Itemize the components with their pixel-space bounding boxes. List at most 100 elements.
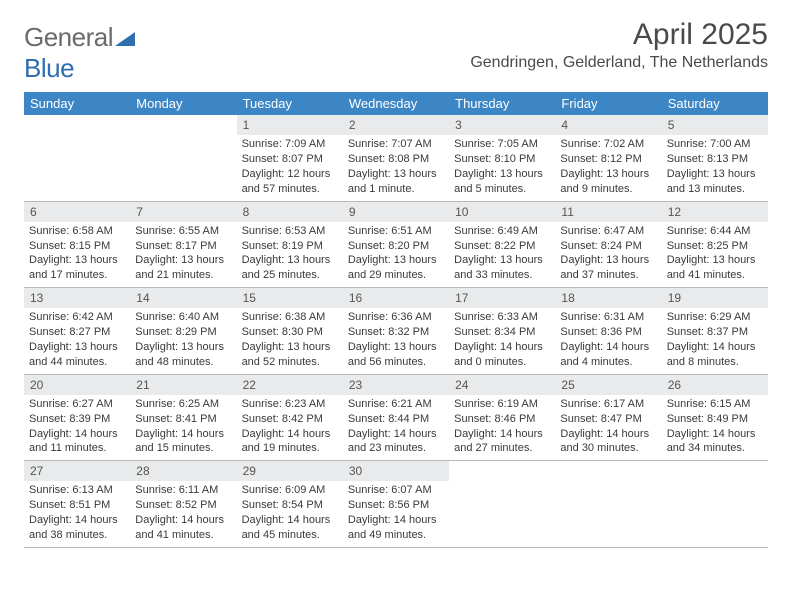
daylight-text: Daylight: 14 hours xyxy=(348,513,444,528)
logo: General Blue xyxy=(24,18,135,84)
daylight-text-2: and 0 minutes. xyxy=(454,355,550,370)
daylight-text: Daylight: 13 hours xyxy=(29,340,125,355)
daylight-text-2: and 49 minutes. xyxy=(348,528,444,543)
cell-body: Sunrise: 6:27 AMSunset: 8:39 PMDaylight:… xyxy=(24,395,130,460)
calendar-cell: 10Sunrise: 6:49 AMSunset: 8:22 PMDayligh… xyxy=(449,201,555,288)
day-number: 16 xyxy=(343,288,449,308)
calendar-cell: 8Sunrise: 6:53 AMSunset: 8:19 PMDaylight… xyxy=(237,201,343,288)
day-number: 25 xyxy=(555,375,661,395)
cell-body: Sunrise: 6:55 AMSunset: 8:17 PMDaylight:… xyxy=(130,222,236,287)
calendar-cell: 26Sunrise: 6:15 AMSunset: 8:49 PMDayligh… xyxy=(662,374,768,461)
daylight-text: Daylight: 13 hours xyxy=(560,253,656,268)
daylight-text: Daylight: 14 hours xyxy=(242,513,338,528)
logo-word-1: General xyxy=(24,22,113,52)
day-number: 30 xyxy=(343,461,449,481)
daylight-text-2: and 27 minutes. xyxy=(454,441,550,456)
daylight-text-2: and 19 minutes. xyxy=(242,441,338,456)
sunset-text: Sunset: 8:07 PM xyxy=(242,152,338,167)
day-number: 14 xyxy=(130,288,236,308)
header: General Blue April 2025 Gendringen, Geld… xyxy=(24,18,768,84)
calendar-cell: 2Sunrise: 7:07 AMSunset: 8:08 PMDaylight… xyxy=(343,115,449,201)
sunset-text: Sunset: 8:17 PM xyxy=(135,239,231,254)
day-header: Saturday xyxy=(662,92,768,115)
day-number: 27 xyxy=(24,461,130,481)
daylight-text-2: and 41 minutes. xyxy=(667,268,763,283)
title-block: April 2025 Gendringen, Gelderland, The N… xyxy=(470,18,768,72)
daylight-text: Daylight: 14 hours xyxy=(560,427,656,442)
cell-body: Sunrise: 6:33 AMSunset: 8:34 PMDaylight:… xyxy=(449,308,555,373)
sunrise-text: Sunrise: 6:09 AM xyxy=(242,483,338,498)
daylight-text: Daylight: 13 hours xyxy=(242,253,338,268)
sunset-text: Sunset: 8:32 PM xyxy=(348,325,444,340)
sunset-text: Sunset: 8:36 PM xyxy=(560,325,656,340)
day-number: 2 xyxy=(343,115,449,135)
calendar-cell: 30Sunrise: 6:07 AMSunset: 8:56 PMDayligh… xyxy=(343,461,449,548)
calendar-cell: 1Sunrise: 7:09 AMSunset: 8:07 PMDaylight… xyxy=(237,115,343,201)
sunset-text: Sunset: 8:13 PM xyxy=(667,152,763,167)
day-number: 17 xyxy=(449,288,555,308)
sunrise-text: Sunrise: 6:33 AM xyxy=(454,310,550,325)
sunrise-text: Sunrise: 6:44 AM xyxy=(667,224,763,239)
day-number: 1 xyxy=(237,115,343,135)
sunset-text: Sunset: 8:29 PM xyxy=(135,325,231,340)
sunset-text: Sunset: 8:08 PM xyxy=(348,152,444,167)
cell-body: Sunrise: 6:44 AMSunset: 8:25 PMDaylight:… xyxy=(662,222,768,287)
daylight-text: Daylight: 13 hours xyxy=(348,253,444,268)
daylight-text-2: and 15 minutes. xyxy=(135,441,231,456)
daylight-text: Daylight: 13 hours xyxy=(29,253,125,268)
sunrise-text: Sunrise: 6:15 AM xyxy=(667,397,763,412)
daylight-text-2: and 52 minutes. xyxy=(242,355,338,370)
sunset-text: Sunset: 8:44 PM xyxy=(348,412,444,427)
day-number: 19 xyxy=(662,288,768,308)
calendar-body: 1 Sunrise: 7:09 AMSunset: 8:07 PM Daylight… xyxy=(24,115,768,547)
sunset-text: Sunset: 8:12 PM xyxy=(560,152,656,167)
daylight-text-2: and 4 minutes. xyxy=(560,355,656,370)
sunrise-text: Sunrise: 6:36 AM xyxy=(348,310,444,325)
cell-body: Sunrise: 6:47 AMSunset: 8:24 PMDaylight:… xyxy=(555,222,661,287)
sunset-text: Sunset: 8:24 PM xyxy=(560,239,656,254)
day-number: 5 xyxy=(662,115,768,135)
sunrise-text: Sunrise: 7:00 AM xyxy=(667,137,763,152)
cell-body: Sunrise: 6:36 AMSunset: 8:32 PMDaylight:… xyxy=(343,308,449,373)
sunrise-text: Sunrise: 6:25 AM xyxy=(135,397,231,412)
daylight-text: Daylight: 14 hours xyxy=(667,427,763,442)
daylight-text-2: and 41 minutes. xyxy=(135,528,231,543)
sunrise-text: Sunrise: 6:21 AM xyxy=(348,397,444,412)
day-number: 20 xyxy=(24,375,130,395)
calendar-week-row: 13Sunrise: 6:42 AMSunset: 8:27 PMDayligh… xyxy=(24,288,768,375)
day-number: 22 xyxy=(237,375,343,395)
day-number: 3 xyxy=(449,115,555,135)
sunrise-text: Sunrise: 7:09 AM xyxy=(242,137,338,152)
calendar-cell xyxy=(555,461,661,548)
daylight-text-2: and 38 minutes. xyxy=(29,528,125,543)
day-number: 11 xyxy=(555,202,661,222)
cell-body: Sunrise: 6:13 AMSunset: 8:51 PMDaylight:… xyxy=(24,481,130,546)
day-number: 12 xyxy=(662,202,768,222)
sunset-text: Sunset: 8:39 PM xyxy=(29,412,125,427)
sunrise-text: Sunrise: 6:58 AM xyxy=(29,224,125,239)
sunset-text: Sunset: 8:47 PM xyxy=(560,412,656,427)
sunset-text: Sunset: 8:51 PM xyxy=(29,498,125,513)
cell-body: Sunrise: 6:49 AMSunset: 8:22 PMDaylight:… xyxy=(449,222,555,287)
cell-body: Sunrise: 6:11 AMSunset: 8:52 PMDaylight:… xyxy=(130,481,236,546)
calendar-cell: 25Sunrise: 6:17 AMSunset: 8:47 PMDayligh… xyxy=(555,374,661,461)
sunset-text: Sunset: 8:22 PM xyxy=(454,239,550,254)
daylight-text: Daylight: 13 hours xyxy=(560,167,656,182)
daylight-text-2: and 9 minutes. xyxy=(560,182,656,197)
daylight-text: Daylight: 14 hours xyxy=(135,513,231,528)
day-header: Wednesday xyxy=(343,92,449,115)
month-title: April 2025 xyxy=(470,18,768,52)
daylight-text-2: and 34 minutes. xyxy=(667,441,763,456)
calendar-cell: 11Sunrise: 6:47 AMSunset: 8:24 PMDayligh… xyxy=(555,201,661,288)
day-number: 23 xyxy=(343,375,449,395)
calendar-cell: 6Sunrise: 6:58 AMSunset: 8:15 PMDaylight… xyxy=(24,201,130,288)
cell-body: Sunrise: 7:07 AMSunset: 8:08 PMDaylight:… xyxy=(343,135,449,200)
cell-body: Sunrise: 6:51 AMSunset: 8:20 PMDaylight:… xyxy=(343,222,449,287)
daylight-text: Daylight: 13 hours xyxy=(454,167,550,182)
daylight-text-2: and 37 minutes. xyxy=(560,268,656,283)
calendar-cell: 14Sunrise: 6:40 AMSunset: 8:29 PMDayligh… xyxy=(130,288,236,375)
daylight-text-2: and 1 minute. xyxy=(348,182,444,197)
sunrise-text: Sunrise: 6:19 AM xyxy=(454,397,550,412)
calendar-cell: 18Sunrise: 6:31 AMSunset: 8:36 PMDayligh… xyxy=(555,288,661,375)
day-number: 10 xyxy=(449,202,555,222)
